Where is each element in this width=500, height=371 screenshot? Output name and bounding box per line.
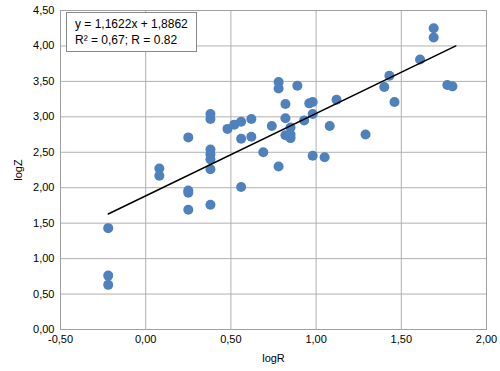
svg-text:-0,50: -0,50 (48, 333, 73, 345)
svg-text:4,00: 4,00 (33, 39, 54, 51)
html-text:y = 1,1622x + 1,8862: y = 1,1622x + 1,8862 (75, 17, 188, 31)
svg-text:3,50: 3,50 (33, 75, 54, 87)
svg-text:1,50: 1,50 (391, 333, 412, 345)
svg-text:1,50: 1,50 (33, 217, 54, 229)
svg-text:0,50: 0,50 (220, 333, 241, 345)
svg-text:2,00: 2,00 (476, 333, 497, 345)
svg-text:0,50: 0,50 (33, 288, 54, 300)
svg-text:2,00: 2,00 (33, 181, 54, 193)
html-text:R² = 0,67; R = 0.82: R² = 0,67; R = 0.82 (75, 33, 178, 47)
svg-text:logZ: logZ (12, 159, 24, 181)
svg-text:1,00: 1,00 (33, 252, 54, 264)
svg-text:2,50: 2,50 (33, 146, 54, 158)
svg-text:0,00: 0,00 (135, 333, 156, 345)
svg-text:0,00: 0,00 (33, 323, 54, 335)
svg-text:4,50: 4,50 (33, 4, 54, 16)
svg-text:3,00: 3,00 (33, 110, 54, 122)
svg-text:logR: logR (262, 352, 285, 364)
svg-text:1,00: 1,00 (305, 333, 326, 345)
